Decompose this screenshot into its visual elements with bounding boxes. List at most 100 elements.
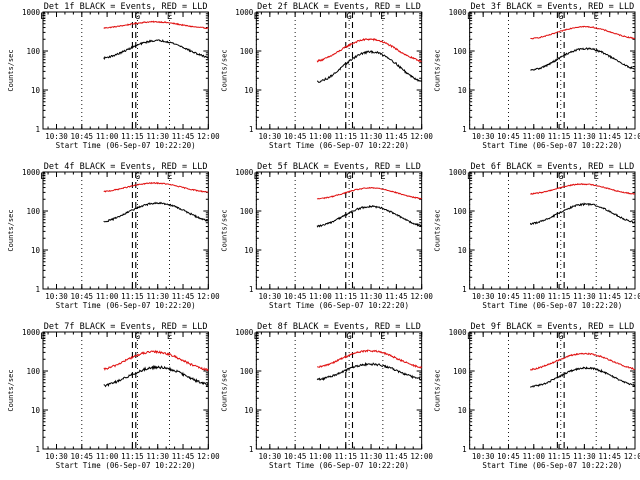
x-axis-label: Start Time (06-Sep-07 10:22:20) bbox=[269, 301, 409, 310]
x-tick-label: 11:00 bbox=[96, 292, 119, 301]
x-tick-label: 12:00 bbox=[410, 292, 433, 301]
marker-label: E bbox=[254, 172, 259, 182]
series-line-lld bbox=[316, 349, 423, 369]
y-axis-label: Counts/sec bbox=[434, 369, 442, 411]
x-tick-label: 12:00 bbox=[197, 292, 220, 301]
x-tick-label: 11:30 bbox=[573, 132, 596, 141]
plot-frame bbox=[469, 171, 636, 290]
x-axis-label: Start Time (06-Sep-07 10:22:20) bbox=[56, 141, 196, 150]
y-tick-label: 1000 bbox=[449, 8, 468, 17]
y-tick-label: 10 bbox=[244, 86, 254, 95]
x-tick-label: 11:00 bbox=[522, 452, 545, 461]
y-tick-label: 100 bbox=[26, 47, 40, 56]
marker-label: E bbox=[40, 12, 45, 22]
y-tick-label: 10 bbox=[31, 86, 41, 95]
y-tick-label: 1000 bbox=[235, 328, 254, 337]
marker-label: G bbox=[135, 12, 140, 22]
marker-label: E bbox=[593, 172, 598, 182]
x-tick-label: 10:45 bbox=[284, 292, 307, 301]
x-tick-label: 10:30 bbox=[45, 132, 68, 141]
marker-label: E bbox=[167, 332, 172, 342]
panel-title: Det 7f BLACK = Events, RED = LLD bbox=[44, 322, 208, 332]
x-tick-label: 11:45 bbox=[598, 452, 621, 461]
plot-frame bbox=[42, 331, 209, 450]
series-line-events bbox=[316, 50, 423, 83]
plot-frame bbox=[469, 331, 636, 450]
marker-label: G bbox=[346, 12, 351, 22]
marker-label: E bbox=[467, 332, 472, 342]
marker-label: E bbox=[593, 332, 598, 342]
marker-label: E bbox=[467, 172, 472, 182]
marker-label: E bbox=[167, 172, 172, 182]
x-tick-label: 11:00 bbox=[96, 132, 119, 141]
x-tick-label: 10:30 bbox=[259, 452, 282, 461]
x-tick-label: 10:45 bbox=[284, 452, 307, 461]
y-tick-label: 1000 bbox=[22, 8, 41, 17]
x-axis-label: Start Time (06-Sep-07 10:22:20) bbox=[56, 301, 196, 310]
x-tick-label: 11:45 bbox=[172, 452, 195, 461]
x-tick-label: 10:45 bbox=[71, 292, 94, 301]
x-tick-label: 11:15 bbox=[548, 292, 571, 301]
y-tick-label: 1 bbox=[35, 285, 40, 294]
x-tick-label: 12:00 bbox=[624, 132, 640, 141]
x-tick-label: 11:30 bbox=[146, 132, 169, 141]
y-axis-label: Counts/sec bbox=[7, 369, 15, 411]
x-tick-label: 11:45 bbox=[598, 132, 621, 141]
x-tick-label: 11:15 bbox=[121, 292, 144, 301]
y-tick-label: 100 bbox=[240, 207, 254, 216]
panel-det-5: Det 5f BLACK = Events, RED = LLD 1 10 100 10… bbox=[220, 162, 433, 310]
panel-det-1: Det 1f BLACK = Events, RED = LLD 1 10 100 10… bbox=[7, 2, 220, 150]
y-tick-label: 1 bbox=[462, 445, 467, 454]
x-tick-label: 11:45 bbox=[385, 132, 408, 141]
x-tick-label: 12:00 bbox=[197, 452, 220, 461]
marker-label: E bbox=[380, 332, 385, 342]
marker-label: E bbox=[40, 332, 45, 342]
plot-frame bbox=[255, 331, 423, 450]
y-tick-label: 100 bbox=[240, 367, 254, 376]
x-tick-label: 10:45 bbox=[284, 132, 307, 141]
y-tick-label: 1000 bbox=[449, 328, 468, 337]
x-tick-label: 11:00 bbox=[96, 452, 119, 461]
x-axis-label: Start Time (06-Sep-07 10:22:20) bbox=[269, 141, 409, 150]
x-tick-label: 10:45 bbox=[497, 452, 520, 461]
x-axis-label: Start Time (06-Sep-07 10:22:20) bbox=[482, 141, 622, 150]
x-tick-label: 11:30 bbox=[360, 132, 383, 141]
y-axis-label: Counts/sec bbox=[7, 49, 15, 91]
panel-det-9: Det 9f BLACK = Events, RED = LLD 1 10 100 10… bbox=[434, 322, 640, 470]
panel-det-2: Det 2f BLACK = Events, RED = LLD 1 10 100 10… bbox=[220, 2, 433, 150]
x-axis-label: Start Time (06-Sep-07 10:22:20) bbox=[56, 461, 196, 470]
marker-label: E bbox=[254, 12, 259, 22]
series-line-events bbox=[530, 366, 636, 388]
x-tick-label: 10:30 bbox=[259, 292, 282, 301]
y-axis-label: Counts/sec bbox=[220, 49, 228, 91]
y-axis-label: Counts/sec bbox=[7, 209, 15, 251]
series-line-events bbox=[103, 364, 209, 388]
plot-frame bbox=[255, 171, 423, 290]
x-tick-label: 11:00 bbox=[309, 452, 332, 461]
plot-frame bbox=[469, 11, 636, 130]
panel-det-3: Det 3f BLACK = Events, RED = LLD 1 10 100 10… bbox=[434, 2, 640, 150]
y-tick-label: 10 bbox=[31, 246, 41, 255]
x-tick-label: 12:00 bbox=[624, 292, 640, 301]
x-tick-label: 11:15 bbox=[334, 132, 357, 141]
x-tick-label: 10:45 bbox=[71, 132, 94, 141]
series-line-events bbox=[103, 201, 209, 223]
x-tick-label: 10:45 bbox=[497, 292, 520, 301]
series-line-lld bbox=[530, 183, 636, 195]
y-tick-label: 1 bbox=[249, 445, 254, 454]
x-tick-label: 11:00 bbox=[522, 132, 545, 141]
panel-title: Det 3f BLACK = Events, RED = LLD bbox=[470, 2, 634, 12]
panel-title: Det 2f BLACK = Events, RED = LLD bbox=[257, 2, 421, 12]
y-tick-label: 100 bbox=[453, 207, 467, 216]
series-line-lld bbox=[316, 186, 422, 200]
y-tick-label: 100 bbox=[240, 47, 254, 56]
y-tick-label: 10 bbox=[458, 246, 468, 255]
x-tick-label: 12:00 bbox=[197, 132, 220, 141]
series-line-lld bbox=[529, 352, 636, 371]
series-line-lld bbox=[316, 38, 422, 63]
x-tick-label: 11:15 bbox=[334, 292, 357, 301]
panel-title: Det 5f BLACK = Events, RED = LLD bbox=[257, 162, 421, 172]
marker-label: E bbox=[593, 12, 598, 22]
x-tick-label: 10:30 bbox=[45, 452, 68, 461]
